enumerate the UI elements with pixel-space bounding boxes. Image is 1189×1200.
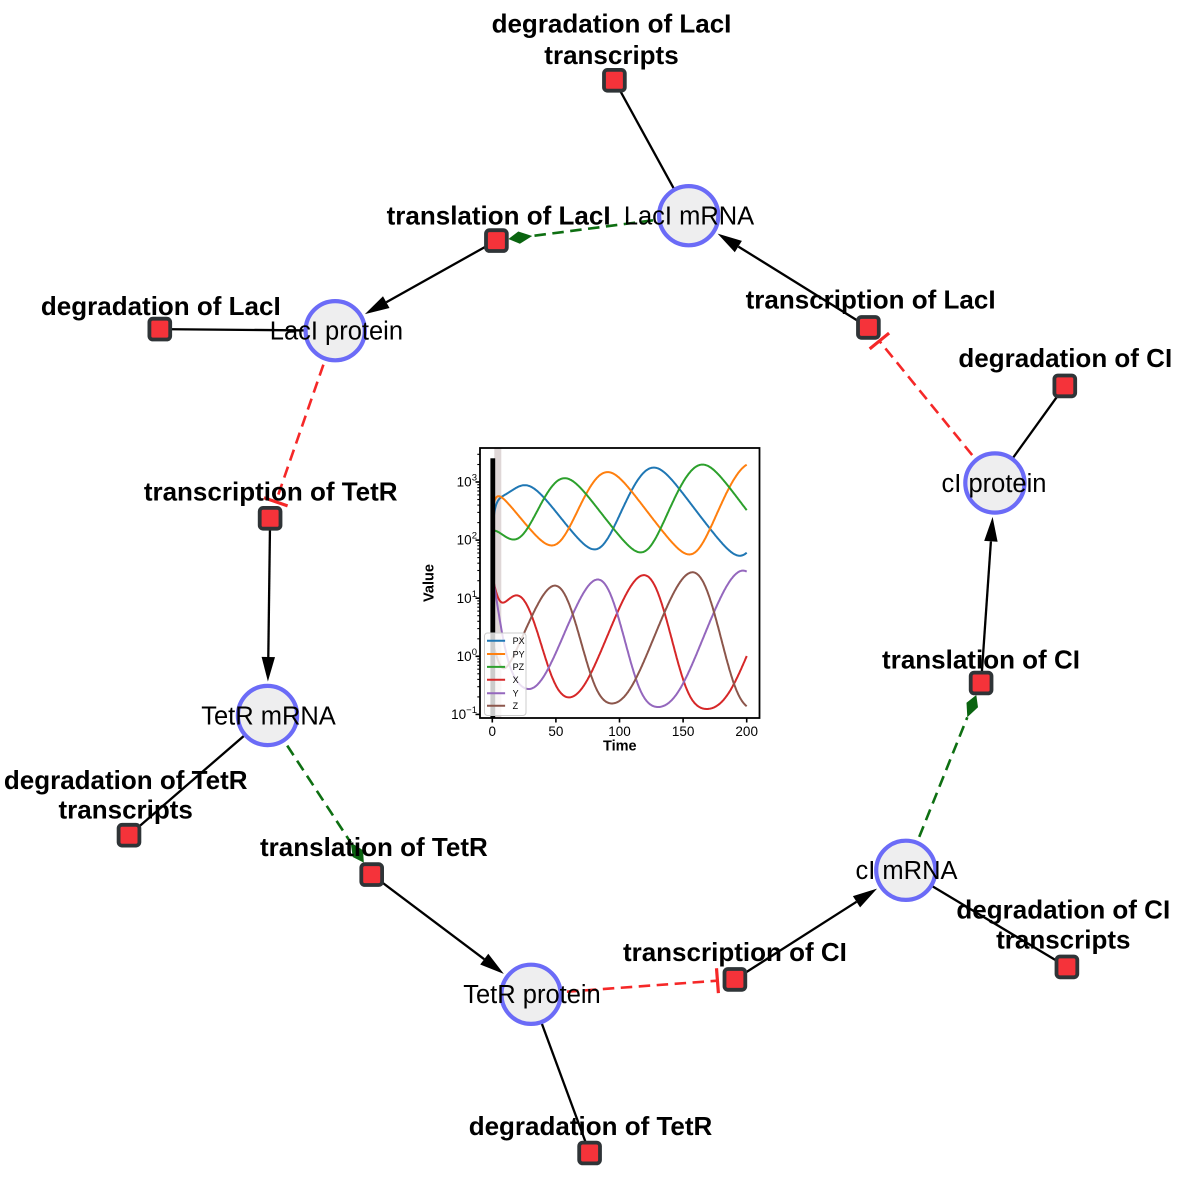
svg-text:transcripts: transcripts	[996, 924, 1130, 954]
svg-text:translation of TetR: translation of TetR	[260, 832, 488, 862]
svg-text:translation of CI: translation of CI	[882, 644, 1080, 674]
svg-text:translation of LacI: translation of LacI	[387, 201, 611, 231]
svg-text:cI protein: cI protein	[942, 470, 1047, 498]
svg-text:degradation of LacI: degradation of LacI	[41, 291, 281, 321]
svg-text:transcription of CI: transcription of CI	[623, 937, 847, 967]
svg-text:Z: Z	[513, 701, 519, 711]
svg-text:transcripts: transcripts	[59, 795, 193, 825]
svg-text:transcripts: transcripts	[544, 40, 678, 70]
svg-text:100: 100	[608, 724, 631, 739]
svg-text:cI mRNA: cI mRNA	[856, 857, 958, 885]
svg-text:Y: Y	[513, 689, 519, 699]
svg-text:transcription of TetR: transcription of TetR	[144, 477, 398, 507]
svg-text:Value: Value	[422, 564, 438, 602]
svg-text:TetR mRNA: TetR mRNA	[201, 702, 336, 730]
svg-text:degradation of CI: degradation of CI	[958, 343, 1172, 373]
svg-text:Time: Time	[603, 739, 637, 755]
svg-text:PX: PX	[513, 636, 525, 646]
svg-text:transcription of LacI: transcription of LacI	[746, 285, 996, 315]
svg-text:LacI mRNA: LacI mRNA	[624, 203, 754, 231]
svg-text:degradation of TetR: degradation of TetR	[469, 1111, 713, 1141]
svg-text:LacI protein: LacI protein	[270, 318, 403, 346]
svg-text:50: 50	[548, 724, 563, 739]
svg-text:degradation of TetR: degradation of TetR	[4, 765, 248, 795]
svg-text:TetR protein: TetR protein	[463, 981, 601, 1009]
svg-text:200: 200	[735, 724, 758, 739]
svg-text:0: 0	[489, 724, 497, 739]
svg-text:150: 150	[672, 724, 695, 739]
svg-text:X: X	[513, 675, 519, 685]
svg-text:PY: PY	[513, 649, 525, 659]
svg-text:degradation of CI: degradation of CI	[956, 895, 1170, 925]
svg-text:PZ: PZ	[513, 662, 525, 672]
svg-text:degradation of LacI: degradation of LacI	[492, 9, 732, 39]
